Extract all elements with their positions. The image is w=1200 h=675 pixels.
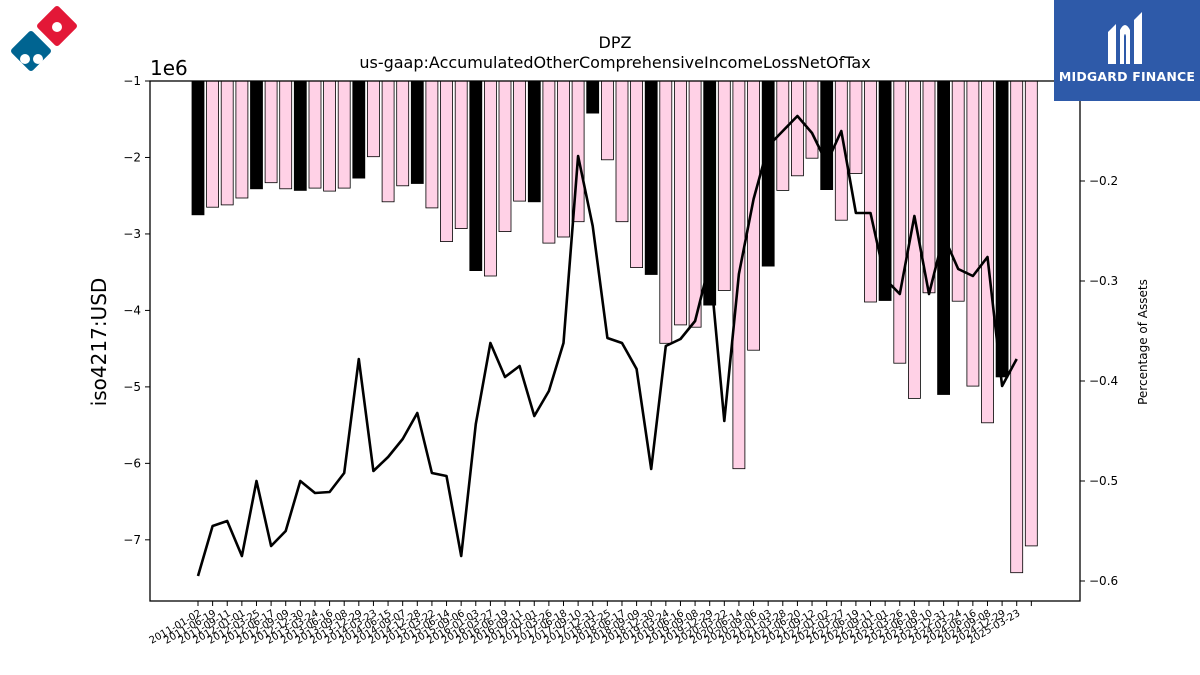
bar <box>235 80 249 199</box>
bar <box>366 80 380 158</box>
bar <box>250 80 263 190</box>
bar <box>483 80 497 277</box>
y-tick-label: −2 <box>123 150 141 164</box>
y-axis-label: iso4217:USD <box>87 278 111 407</box>
bar <box>849 80 863 174</box>
bar <box>469 80 483 272</box>
percentage-line <box>196 114 1018 577</box>
bar <box>878 80 892 301</box>
bar <box>981 80 994 424</box>
y2-axis-label: Percentage of Assets <box>1136 279 1150 405</box>
bar <box>337 80 351 189</box>
bar <box>323 80 337 192</box>
bar <box>293 80 307 191</box>
y-tick-label: −1 <box>123 74 141 88</box>
bar <box>352 80 366 179</box>
bar <box>644 80 658 275</box>
y2-tick-label: −0.3 <box>1089 274 1118 288</box>
brand-name: MIDGARD FINANCE <box>1058 69 1196 84</box>
bar <box>498 80 512 233</box>
bar <box>922 80 936 294</box>
y-tick-label: −5 <box>123 380 141 394</box>
y2-tick-label: −0.2 <box>1089 174 1118 188</box>
bar <box>557 80 570 238</box>
x-axis-ticks: 2011-01-022011-06-192011-09-112012-01-01… <box>148 601 1032 647</box>
bar <box>586 80 600 114</box>
bar <box>1010 80 1024 574</box>
midgard-mark-icon <box>1108 12 1142 64</box>
bar <box>440 80 453 243</box>
bar <box>688 80 702 328</box>
bar <box>527 80 541 203</box>
bar <box>308 80 322 189</box>
y-axis-ticks: −1 −2 −3 −4 −5 −6 −7 <box>123 74 150 547</box>
chart-subtitle: us-gaap:AccumulatedOtherComprehensiveInc… <box>359 53 870 72</box>
bar <box>454 80 468 230</box>
bar <box>410 80 424 184</box>
y2-tick-label: −0.6 <box>1089 574 1118 588</box>
bar <box>995 80 1009 378</box>
bar <box>191 80 205 216</box>
bar <box>206 80 220 208</box>
bar <box>381 80 395 203</box>
bar <box>425 80 439 209</box>
bar <box>279 80 293 190</box>
midgard-finance-logo: MIDGARD FINANCE <box>1054 0 1200 101</box>
plot-frame <box>149 80 1081 602</box>
bar-series <box>191 80 1038 574</box>
bar <box>396 80 410 187</box>
bar <box>264 80 278 184</box>
bar <box>615 80 629 223</box>
bar <box>893 80 907 364</box>
bar <box>820 80 834 190</box>
bar <box>220 80 234 206</box>
y2-tick-label: −0.4 <box>1089 374 1118 388</box>
percentage-line-series <box>196 114 1018 577</box>
bar <box>513 80 526 202</box>
bar <box>674 80 687 326</box>
bar <box>761 80 775 267</box>
bar <box>864 80 877 303</box>
bar <box>791 80 804 177</box>
bar <box>805 80 819 159</box>
y-tick-label: −6 <box>123 456 141 470</box>
y-tick-label: −3 <box>123 227 141 241</box>
bar <box>966 80 980 387</box>
y-tick-label: −7 <box>123 533 141 547</box>
chart-title: DPZ <box>599 33 632 52</box>
y-offset-label: 1e6 <box>150 56 188 80</box>
bar <box>717 80 731 291</box>
bar <box>1024 80 1038 547</box>
bar <box>542 80 556 244</box>
bar <box>601 80 614 161</box>
dominos-logo-icon <box>6 6 82 84</box>
bar <box>659 80 673 344</box>
bar <box>630 80 643 269</box>
y2-axis-ticks: −0.2 −0.3 −0.4 −0.5 −0.6 <box>1080 174 1118 588</box>
y-tick-label: −4 <box>123 303 141 317</box>
y2-tick-label: −0.5 <box>1089 474 1118 488</box>
